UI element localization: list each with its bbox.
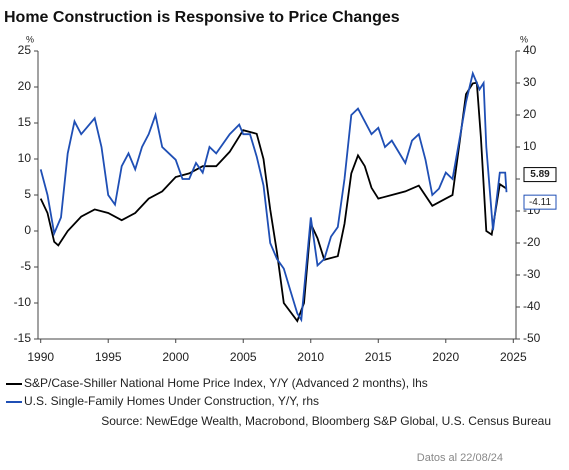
y2-tick-label: -30	[523, 267, 541, 281]
y-tick-label: 5	[24, 187, 31, 201]
legend-label: S&P/Case-Shiller National Home Price Ind…	[24, 376, 428, 390]
x-tick-label: 1995	[95, 350, 122, 364]
y2-tick-label: -20	[523, 235, 541, 249]
value-label-box	[523, 167, 557, 183]
y-tick-label: 10	[18, 151, 32, 165]
y2-tick-label: 20	[523, 107, 537, 121]
value-label-box	[523, 194, 557, 210]
x-tick-label: 2025	[500, 350, 527, 364]
x-tick-label: 2015	[365, 350, 392, 364]
x-tick-label: 2010	[297, 350, 324, 364]
chart-title: Home Construction is Responsive to Price…	[4, 9, 400, 26]
x-tick-label: 2020	[432, 350, 459, 364]
value-label: -4.11	[529, 197, 551, 208]
x-tick-label: 2000	[162, 350, 189, 364]
y-tick-label: 0	[24, 223, 31, 237]
x-tick-label: 1990	[27, 350, 54, 364]
x-tick-label: 2005	[230, 350, 257, 364]
y2-tick-label: 10	[523, 139, 537, 153]
source: Source: NewEdge Wealth, Macrobond, Bloom…	[101, 414, 551, 428]
y2-tick-label: 40	[523, 43, 537, 57]
y-tick-label: 20	[18, 79, 32, 93]
y-unit: %	[26, 34, 34, 44]
note: Datos al 22/08/24	[417, 452, 503, 464]
y-tick-label: 25	[18, 43, 32, 57]
series-line	[39, 70, 508, 323]
y2-tick-label: -50	[523, 331, 541, 345]
y2-tick-label: 30	[523, 75, 537, 89]
y-tick-label: -5	[20, 259, 31, 273]
y2-unit: %	[520, 34, 528, 44]
legend-label: U.S. Single-Family Homes Under Construct…	[24, 394, 319, 408]
series-line	[39, 81, 507, 323]
y2-tick-label: -40	[523, 299, 541, 313]
y-tick-label: -10	[14, 295, 32, 309]
y-tick-label: -15	[14, 331, 32, 345]
y-tick-label: 15	[18, 115, 32, 129]
value-label: 5.89	[530, 169, 550, 180]
